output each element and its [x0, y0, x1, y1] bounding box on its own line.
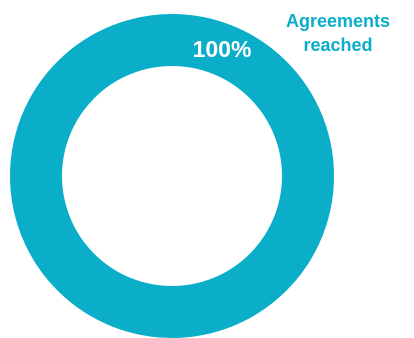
legend-label-line-1: Agreements	[285, 11, 391, 31]
donut-slice-agreements-reached	[10, 14, 334, 338]
donut-slices	[10, 14, 334, 338]
legend-label-line-2: reached	[303, 35, 373, 55]
slice-label-agreements-reached: 100%	[193, 36, 252, 62]
legend-label: Agreements reached	[276, 9, 400, 57]
